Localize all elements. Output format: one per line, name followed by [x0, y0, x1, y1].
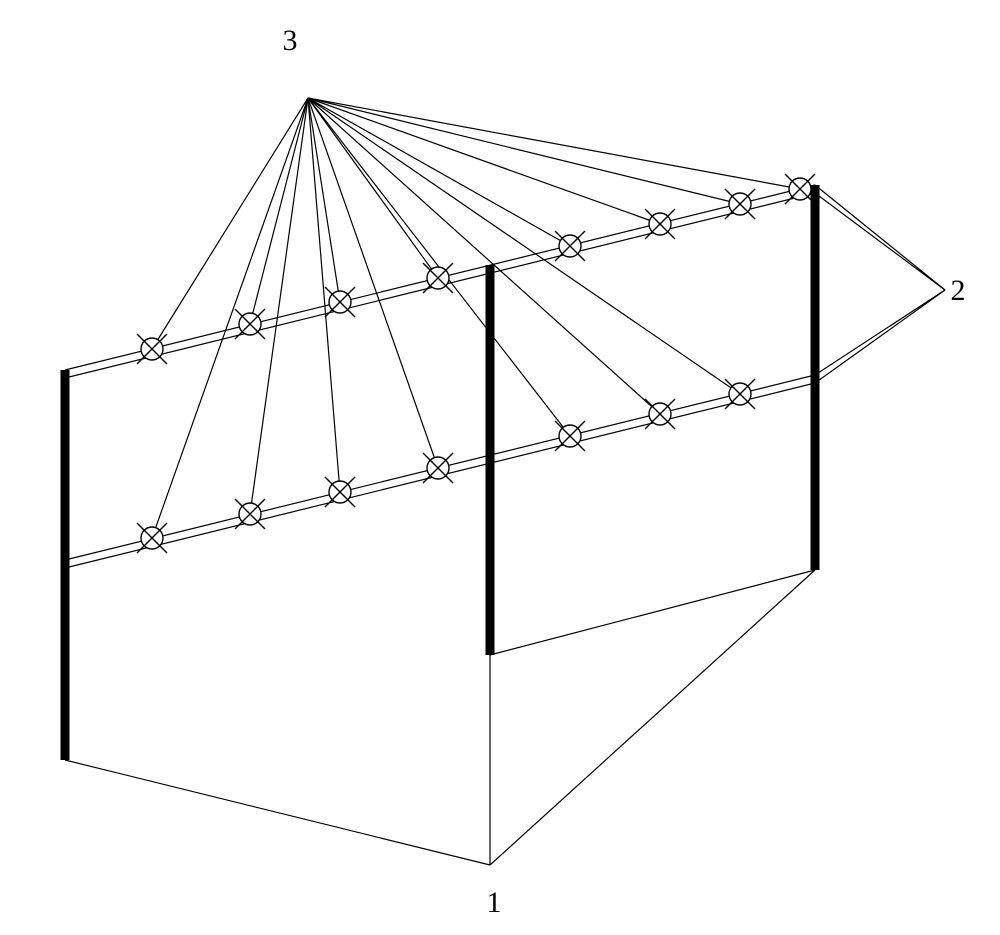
apex-top-ray-7 — [308, 98, 800, 189]
label2-leader-2 — [815, 290, 945, 375]
light-marker-bottom-4 — [555, 421, 585, 451]
light-marker-bottom-3 — [423, 453, 453, 483]
light-marker-bottom-6 — [725, 379, 755, 409]
light-marker-top-6 — [725, 189, 755, 219]
diagram-svg: 1 2 3 — [0, 0, 1000, 935]
label2-leader-1 — [815, 193, 945, 290]
base-line-3 — [490, 570, 815, 865]
light-marker-top-5 — [645, 209, 675, 239]
light-marker-top-0 — [137, 334, 167, 364]
base-line-0 — [65, 760, 490, 865]
apex-top-ray-0 — [152, 98, 308, 349]
label-3: 3 — [283, 24, 298, 57]
apex-top-ray-2 — [308, 98, 340, 302]
light-marker-top-3 — [423, 263, 453, 293]
light-marker-bottom-5 — [645, 399, 675, 429]
apex-bottom-ray-6 — [308, 98, 740, 394]
label-2: 2 — [951, 274, 966, 307]
apex-top-ray-4 — [308, 98, 570, 246]
light-marker-bottom-1 — [235, 499, 265, 529]
light-marker-top-2 — [325, 287, 355, 317]
apex-bottom-ray-5 — [308, 98, 660, 414]
light-marker-bottom-0 — [137, 523, 167, 553]
apex-top-ray-1 — [250, 98, 308, 324]
apex-top-ray-5 — [308, 98, 660, 224]
label2-leader-0 — [815, 185, 945, 290]
light-marker-top-1 — [235, 309, 265, 339]
label-1: 1 — [487, 886, 502, 919]
apex-bottom-ray-0 — [152, 98, 308, 538]
light-marker-bottom-2 — [325, 477, 355, 507]
apex-bottom-ray-1 — [250, 98, 308, 514]
label2-leader-3 — [815, 290, 945, 383]
light-marker-top-7 — [785, 174, 815, 204]
light-marker-top-4 — [555, 231, 585, 261]
base-line-2 — [490, 570, 815, 655]
